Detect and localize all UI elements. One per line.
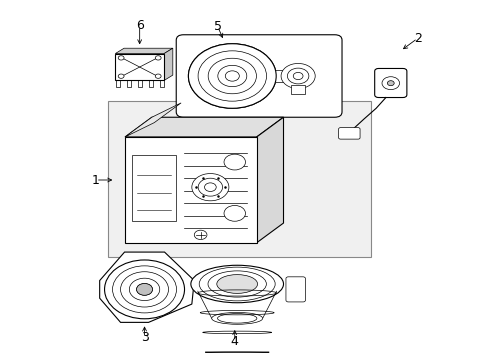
Circle shape <box>194 230 206 239</box>
Circle shape <box>129 278 160 301</box>
Circle shape <box>104 260 184 319</box>
Circle shape <box>155 56 161 60</box>
Bar <box>126 81 130 87</box>
Circle shape <box>188 44 276 108</box>
Polygon shape <box>115 48 172 54</box>
Ellipse shape <box>217 314 256 323</box>
Ellipse shape <box>190 265 283 303</box>
Circle shape <box>386 81 393 86</box>
Text: 3: 3 <box>141 331 148 344</box>
Circle shape <box>381 77 399 90</box>
Circle shape <box>217 66 246 87</box>
Circle shape <box>136 283 152 295</box>
Circle shape <box>281 63 315 89</box>
Text: 1: 1 <box>92 174 100 186</box>
Circle shape <box>188 44 276 108</box>
Circle shape <box>217 66 246 87</box>
Ellipse shape <box>211 312 262 324</box>
Polygon shape <box>256 117 283 243</box>
Polygon shape <box>163 48 172 81</box>
Bar <box>290 85 305 94</box>
Bar <box>116 81 120 87</box>
Circle shape <box>204 183 216 192</box>
Circle shape <box>287 68 308 84</box>
Bar <box>115 54 163 81</box>
Ellipse shape <box>207 271 266 297</box>
Bar <box>138 81 142 87</box>
Bar <box>132 155 176 221</box>
Bar <box>159 81 163 87</box>
Circle shape <box>225 71 239 81</box>
Circle shape <box>155 74 161 78</box>
FancyBboxPatch shape <box>338 128 359 139</box>
Text: 4: 4 <box>230 335 238 348</box>
Text: 2: 2 <box>413 32 421 45</box>
FancyBboxPatch shape <box>285 277 305 302</box>
Polygon shape <box>125 117 283 137</box>
Polygon shape <box>125 103 181 137</box>
Circle shape <box>198 51 266 101</box>
Circle shape <box>224 154 245 170</box>
Circle shape <box>198 51 266 101</box>
Circle shape <box>224 206 245 221</box>
Circle shape <box>112 266 176 313</box>
Circle shape <box>191 174 228 201</box>
Ellipse shape <box>216 275 257 293</box>
Circle shape <box>208 58 256 94</box>
Text: 5: 5 <box>213 20 221 33</box>
Circle shape <box>136 283 152 295</box>
Ellipse shape <box>199 267 275 301</box>
Bar <box>108 101 370 257</box>
Circle shape <box>225 71 239 81</box>
Polygon shape <box>100 252 194 322</box>
FancyBboxPatch shape <box>176 35 341 117</box>
Bar <box>148 81 152 87</box>
Bar <box>125 137 256 243</box>
Circle shape <box>293 72 303 80</box>
Circle shape <box>208 58 256 94</box>
Circle shape <box>118 56 124 60</box>
Circle shape <box>198 178 222 196</box>
Text: 6: 6 <box>136 19 143 32</box>
Circle shape <box>118 74 124 78</box>
Bar <box>271 69 298 82</box>
Circle shape <box>121 272 168 307</box>
FancyBboxPatch shape <box>374 68 406 98</box>
